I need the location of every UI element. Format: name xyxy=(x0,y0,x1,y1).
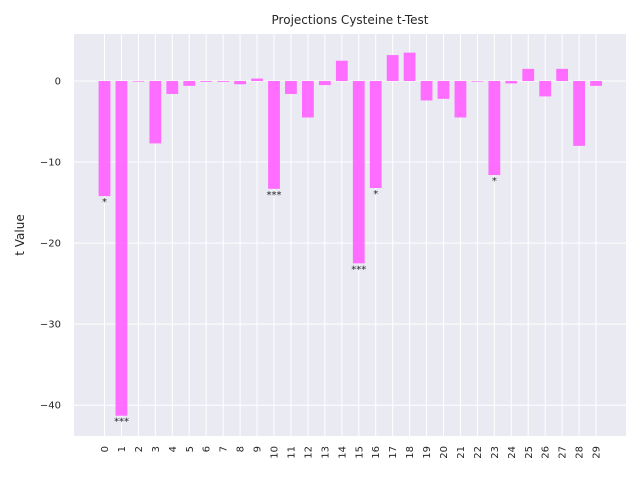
bar-12 xyxy=(302,81,314,118)
x-tick-labels: 0 1 2 3 4 5 6 7 8 9 10 11 12 13 14 15 16 17 18 19 20 21 22 23 24… xyxy=(100,446,603,459)
x-tick-label: 9 xyxy=(253,446,264,452)
x-tick-label: 2 xyxy=(134,446,145,452)
x-tick-label: 26 xyxy=(541,446,552,459)
bars xyxy=(98,52,602,416)
bar-6 xyxy=(200,81,213,82)
x-tick-label: 21 xyxy=(456,446,467,459)
bar-3 xyxy=(149,81,162,144)
significance-marker: * xyxy=(492,176,497,187)
bar-10 xyxy=(268,81,280,189)
x-tick-label: 13 xyxy=(320,446,331,459)
x-tick-label: 7 xyxy=(219,446,230,452)
bar-24 xyxy=(505,81,518,84)
significance-marker: * xyxy=(102,197,107,208)
bar-9 xyxy=(251,78,263,82)
bar-28 xyxy=(573,81,585,146)
x-tick-label: 20 xyxy=(439,446,450,459)
bar-27 xyxy=(556,68,569,82)
plot-area xyxy=(74,34,626,436)
x-tick-label: 4 xyxy=(168,446,179,452)
bar-7 xyxy=(217,81,230,82)
y-tick-label: −40 xyxy=(40,401,61,412)
bar-19 xyxy=(420,81,433,101)
bar-20 xyxy=(437,81,450,99)
significance-marker: *** xyxy=(114,417,129,428)
x-tick-label: 0 xyxy=(100,446,111,452)
x-tick-label: 29 xyxy=(592,446,603,459)
bar-4 xyxy=(166,81,179,94)
bar-23 xyxy=(488,81,501,176)
x-tick-label: 27 xyxy=(558,446,569,459)
y-tick-label: −20 xyxy=(40,239,61,250)
x-tick-label: 24 xyxy=(507,446,518,459)
bar-1 xyxy=(115,81,128,416)
x-tick-label: 28 xyxy=(575,446,586,459)
bar-21 xyxy=(454,81,467,118)
x-tick-label: 18 xyxy=(405,446,416,459)
x-tick-label: 19 xyxy=(422,446,433,459)
bar-0 xyxy=(98,81,111,197)
x-tick-label: 25 xyxy=(524,446,535,459)
bar-29 xyxy=(590,81,602,86)
y-tick-labels: 0 −10 −20 −30 −40 xyxy=(40,77,61,412)
x-tick-label: 1 xyxy=(117,446,128,452)
significance-marker: * xyxy=(373,189,378,200)
chart-title: Projections Cysteine t-Test xyxy=(272,13,429,27)
significance-marker: *** xyxy=(267,190,282,201)
x-tick-label: 11 xyxy=(286,446,297,459)
bar-25 xyxy=(522,68,535,82)
x-tick-label: 8 xyxy=(236,446,247,452)
bar-14 xyxy=(335,60,348,82)
x-tick-label: 15 xyxy=(354,446,365,459)
bar-16 xyxy=(369,81,382,188)
significance-marker: *** xyxy=(351,264,366,275)
x-tick-label: 22 xyxy=(473,446,484,459)
bar-5 xyxy=(183,81,196,86)
bar-2 xyxy=(132,81,145,82)
y-tick-label: 0 xyxy=(55,77,61,88)
bar-18 xyxy=(403,52,416,82)
significance-annotations: ************ xyxy=(102,176,497,428)
x-tick-label: 10 xyxy=(270,446,281,459)
bar-26 xyxy=(539,81,552,97)
y-tick-label: −30 xyxy=(40,320,61,331)
y-tick-label: −10 xyxy=(40,158,61,169)
x-tick-label: 5 xyxy=(185,446,196,452)
y-axis-label: t Value xyxy=(13,214,27,255)
x-tick-label: 3 xyxy=(151,446,162,452)
bar-11 xyxy=(285,81,297,94)
bar-8 xyxy=(234,81,246,85)
x-tick-label: 23 xyxy=(490,446,501,459)
x-tick-label: 12 xyxy=(303,446,314,459)
x-tick-label: 14 xyxy=(337,446,348,459)
x-tick-label: 16 xyxy=(371,446,382,459)
bar-15 xyxy=(352,81,365,264)
x-tick-label: 17 xyxy=(388,446,399,459)
x-tick-label: 6 xyxy=(202,446,213,452)
bar-17 xyxy=(386,55,399,82)
bar-13 xyxy=(318,81,331,86)
bar-22 xyxy=(471,81,484,82)
